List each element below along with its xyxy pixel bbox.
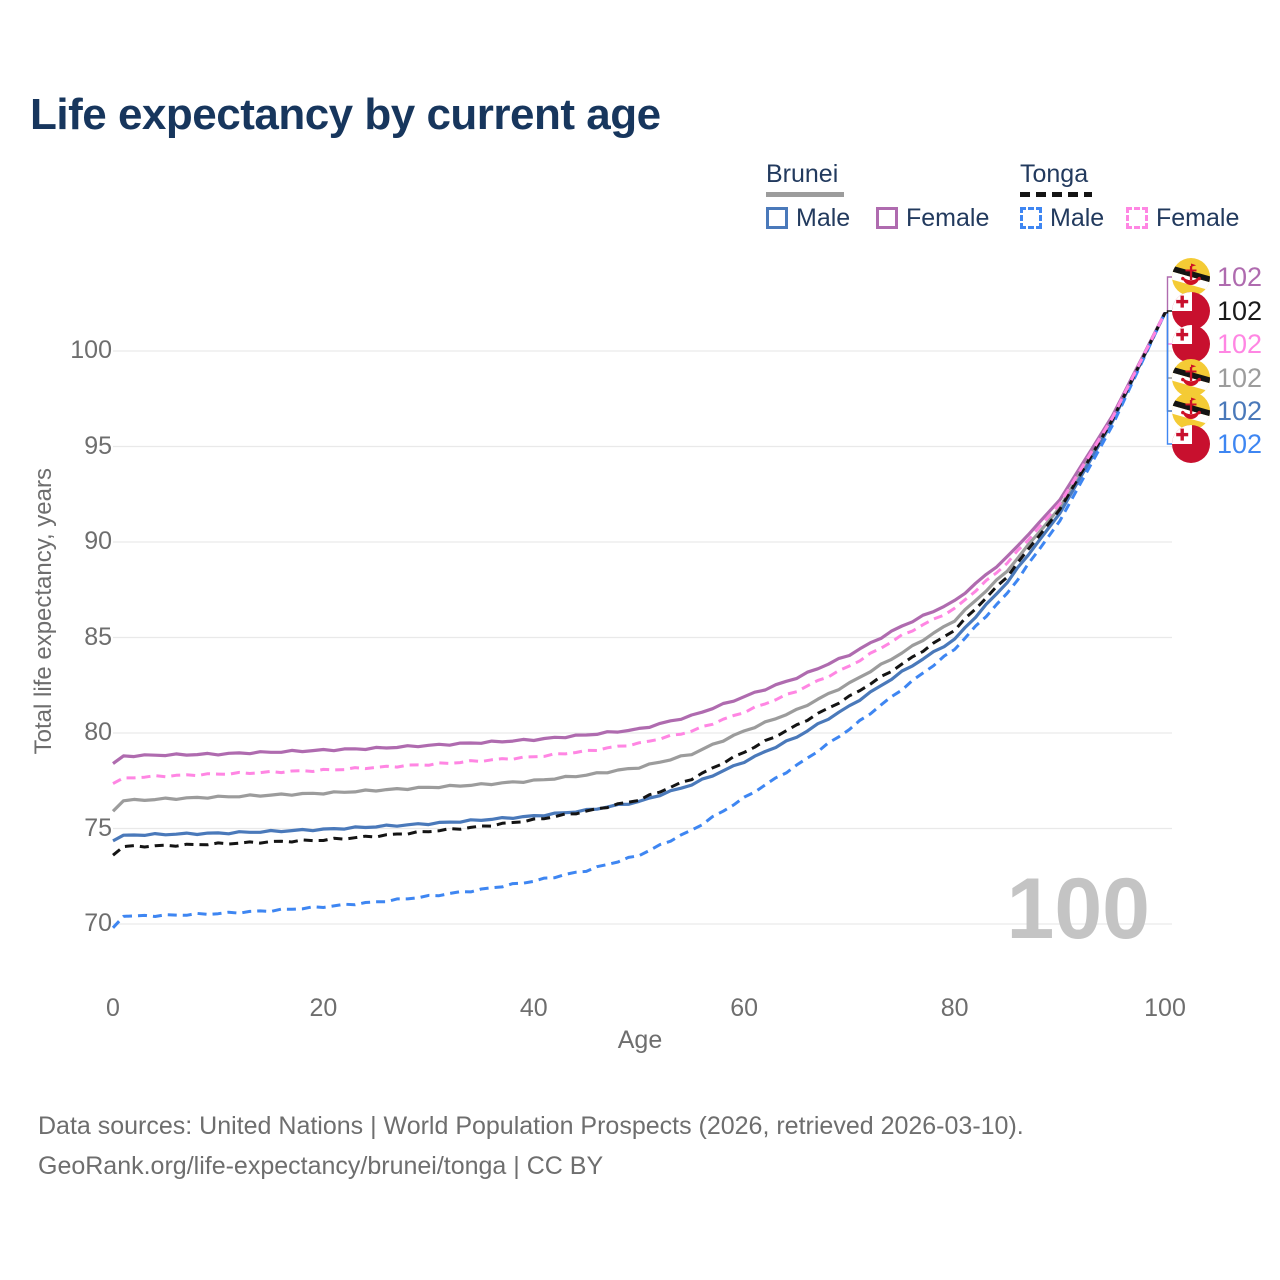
- x-tick-60: 60: [730, 994, 759, 1022]
- tonga-female-swatch-icon: [1126, 207, 1148, 229]
- y-tick-100: 100: [70, 336, 112, 364]
- x-tick-0: 0: [106, 994, 120, 1022]
- legend-country-brunei-label: Brunei: [766, 160, 839, 188]
- legend-entry-label: Female: [906, 203, 990, 232]
- end-label-brunei-male: 102: [1172, 392, 1262, 430]
- legend-entry-label: Female: [1156, 203, 1240, 232]
- legend-entry-label: Male: [1050, 203, 1105, 232]
- leader-line-tonga: [1164, 310, 1173, 314]
- end-label-tonga-male: 102: [1172, 425, 1262, 463]
- end-label-tonga-female: 102: [1172, 325, 1262, 363]
- y-tick-90: 90: [84, 527, 112, 555]
- series-line-tonga: [112, 312, 1167, 857]
- x-axis-title: Age: [617, 1026, 663, 1054]
- end-value: 102: [1217, 395, 1263, 426]
- y-tick-75: 75: [84, 813, 112, 842]
- page-title: Life expectancy by current age: [30, 90, 661, 139]
- y-tick-70: 70: [84, 909, 112, 937]
- x-tick-20: 20: [309, 994, 338, 1022]
- end-label-tonga-both: 102: [1172, 292, 1262, 330]
- end-value: 102: [1217, 295, 1263, 326]
- footer-attribution: GeoRank.org/life-expectancy/brunei/tonga…: [38, 1152, 604, 1180]
- legend-country-tonga-label: Tonga: [1020, 160, 1089, 188]
- legend-brunei-line-swatch: [766, 192, 844, 197]
- y-tick-85: 85: [84, 622, 112, 651]
- series-line-tonga-male: [111, 312, 1167, 929]
- legend-group-brunei[interactable]: Brunei: [766, 160, 844, 197]
- footer-data-sources: Data sources: United Nations | World Pop…: [38, 1112, 1024, 1140]
- series-line-brunei-female: [112, 312, 1167, 765]
- brunei-male-swatch-icon: [766, 207, 788, 229]
- legend-entry-tonga-male[interactable]: Male: [1020, 203, 1104, 233]
- series-line-brunei-male: [112, 312, 1167, 843]
- tonga-flag-icon: [1172, 425, 1210, 463]
- brunei-flag-icon: [1172, 258, 1210, 296]
- legend-entry-label: Male: [796, 203, 851, 232]
- y-tick-95: 95: [84, 431, 112, 460]
- age-counter-watermark: 100: [1006, 861, 1151, 957]
- legend-entry-brunei-male[interactable]: Male: [766, 203, 850, 233]
- tonga-flag-icon: [1172, 325, 1210, 363]
- x-tick-40: 40: [519, 994, 548, 1022]
- end-value: 102: [1217, 362, 1263, 393]
- brunei-female-swatch-icon: [876, 207, 898, 229]
- end-label-brunei-female: 102: [1172, 258, 1262, 296]
- legend-tonga-line-swatch: [1020, 192, 1092, 197]
- tonga-male-swatch-icon: [1020, 207, 1042, 229]
- y-tick-80: 80: [84, 718, 112, 746]
- footer: Data sources: United Nations | World Pop…: [38, 1106, 1024, 1186]
- end-label-brunei-both: 102: [1172, 359, 1262, 397]
- legend-entry-brunei-female[interactable]: Female: [876, 203, 989, 233]
- legend-entry-tonga-female[interactable]: Female: [1126, 203, 1239, 233]
- x-tick-80: 80: [940, 994, 969, 1022]
- x-tick-100: 100: [1144, 994, 1186, 1022]
- end-value: 102: [1217, 328, 1263, 359]
- series-line-tonga-female: [112, 312, 1167, 785]
- series-line-brunei: [111, 312, 1167, 813]
- end-value: 102: [1217, 261, 1263, 292]
- end-value: 102: [1217, 428, 1263, 459]
- legend-group-tonga[interactable]: Tonga: [1020, 160, 1092, 197]
